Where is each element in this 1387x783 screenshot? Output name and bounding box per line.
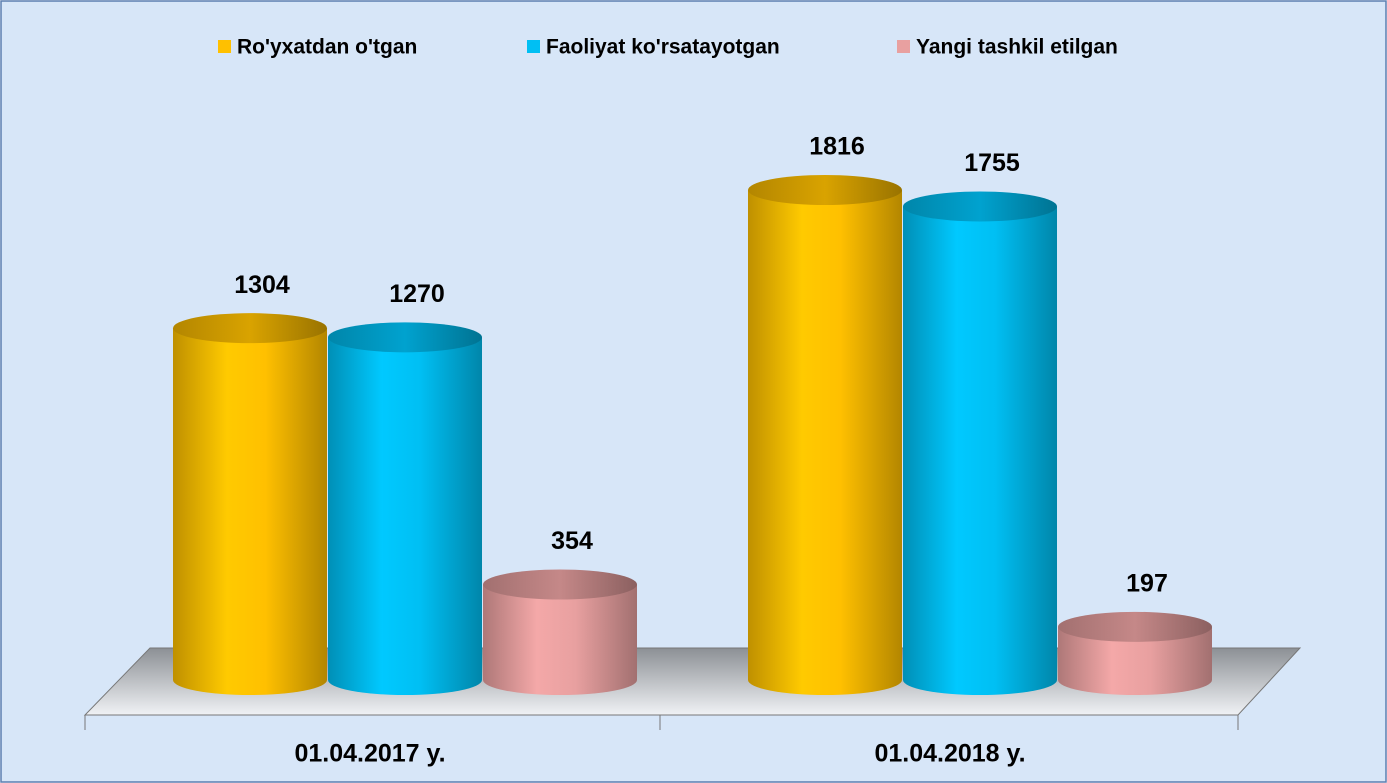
cylinder xyxy=(748,190,902,695)
value-label: 1755 xyxy=(964,149,1020,177)
cylinder-top xyxy=(173,313,327,344)
cylinder xyxy=(903,206,1057,696)
cylinder xyxy=(483,584,637,695)
legend-swatch xyxy=(218,40,231,53)
cylinder xyxy=(1058,626,1212,695)
legend-label: Yangi tashkil etilgan xyxy=(916,36,1118,59)
value-label: 1816 xyxy=(809,133,865,161)
cylinder-top xyxy=(328,322,482,353)
value-label: 197 xyxy=(1126,569,1168,597)
x-tick-label: 01.04.2017 y. xyxy=(294,740,445,768)
value-label: 1304 xyxy=(234,271,290,299)
value-label: 354 xyxy=(551,527,593,555)
value-label: 1270 xyxy=(389,280,445,308)
cylinder xyxy=(328,337,482,695)
legend-label: Faoliyat ko'rsatayotgan xyxy=(546,36,780,59)
cylinder-top xyxy=(483,569,637,600)
legend-label: Ro'yxatdan o'tgan xyxy=(237,36,417,59)
cylinder xyxy=(173,328,327,695)
cylinder-top xyxy=(1058,611,1212,642)
x-tick-label: 01.04.2018 y. xyxy=(874,740,1025,768)
legend-swatch xyxy=(527,40,540,53)
cylinder-top xyxy=(903,191,1057,222)
legend-swatch xyxy=(897,40,910,53)
cylinder-top xyxy=(748,175,902,205)
